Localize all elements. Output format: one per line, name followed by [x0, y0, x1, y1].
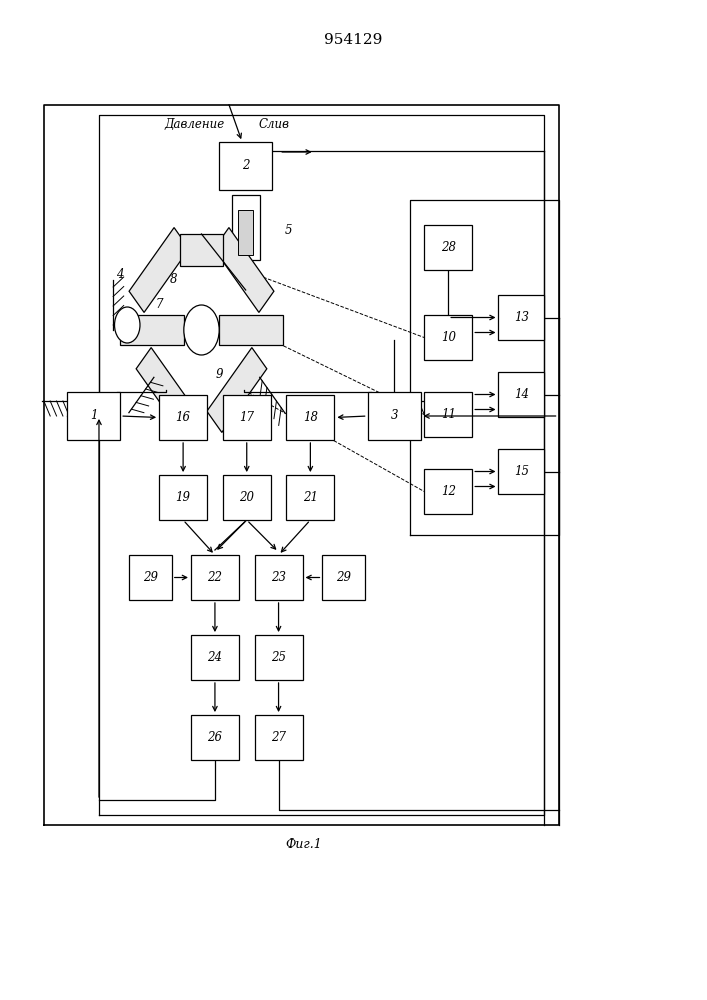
Text: 29: 29 [336, 571, 351, 584]
Text: 1: 1 [90, 409, 98, 422]
Bar [498, 449, 544, 494]
Text: 19: 19 [175, 491, 191, 504]
Bar [368, 392, 421, 440]
Bar [424, 315, 472, 360]
Polygon shape [180, 234, 223, 266]
Text: Давление: Давление [164, 118, 225, 131]
Bar [223, 475, 271, 520]
Text: 4: 4 [117, 268, 124, 281]
Text: 954129: 954129 [325, 33, 382, 47]
Polygon shape [207, 348, 267, 432]
Polygon shape [219, 315, 283, 345]
Bar [223, 395, 271, 440]
Text: 29: 29 [143, 571, 158, 584]
Text: 25: 25 [271, 651, 286, 664]
Text: 24: 24 [207, 651, 223, 664]
Bar [322, 555, 365, 600]
Text: 16: 16 [175, 411, 191, 424]
Text: 6: 6 [247, 229, 255, 241]
Polygon shape [136, 348, 196, 432]
Bar [255, 715, 303, 760]
Text: 20: 20 [239, 491, 255, 504]
Bar [424, 392, 472, 437]
Circle shape [184, 305, 219, 355]
Circle shape [115, 307, 140, 343]
Bar [424, 225, 472, 270]
Text: 23: 23 [271, 571, 286, 584]
Bar [498, 295, 544, 340]
Text: 9: 9 [216, 368, 223, 381]
Bar [424, 469, 472, 514]
Text: 18: 18 [303, 411, 318, 424]
Text: 5: 5 [284, 224, 292, 236]
Text: Слив: Слив [259, 118, 290, 131]
Text: 2: 2 [242, 159, 250, 172]
Text: 21: 21 [303, 491, 318, 504]
Polygon shape [120, 315, 184, 345]
Text: 27: 27 [271, 731, 286, 744]
Bar [498, 372, 544, 417]
Bar [255, 635, 303, 680]
Bar [159, 395, 207, 440]
Bar [286, 395, 334, 440]
Bar [231, 195, 259, 260]
Text: 22: 22 [207, 571, 223, 584]
Polygon shape [214, 228, 274, 312]
Text: Фиг.1: Фиг.1 [286, 838, 322, 852]
Bar [191, 715, 239, 760]
Text: 13: 13 [514, 311, 529, 324]
Bar [191, 555, 239, 600]
Text: 14: 14 [514, 388, 529, 401]
Bar [238, 210, 253, 255]
Polygon shape [129, 228, 189, 312]
Text: 26: 26 [207, 731, 223, 744]
Bar [129, 555, 172, 600]
Bar [255, 555, 303, 600]
Text: 11: 11 [440, 408, 456, 421]
Bar [191, 635, 239, 680]
Bar [219, 142, 272, 190]
Bar [67, 392, 120, 440]
Text: 10: 10 [440, 331, 456, 344]
Text: 8: 8 [170, 273, 177, 286]
Bar [286, 475, 334, 520]
Text: 28: 28 [440, 241, 456, 254]
Text: 15: 15 [514, 465, 529, 478]
Bar [159, 475, 207, 520]
Text: 7: 7 [156, 298, 163, 311]
Text: 3: 3 [390, 409, 398, 422]
Text: 17: 17 [239, 411, 255, 424]
Text: 12: 12 [440, 485, 456, 498]
